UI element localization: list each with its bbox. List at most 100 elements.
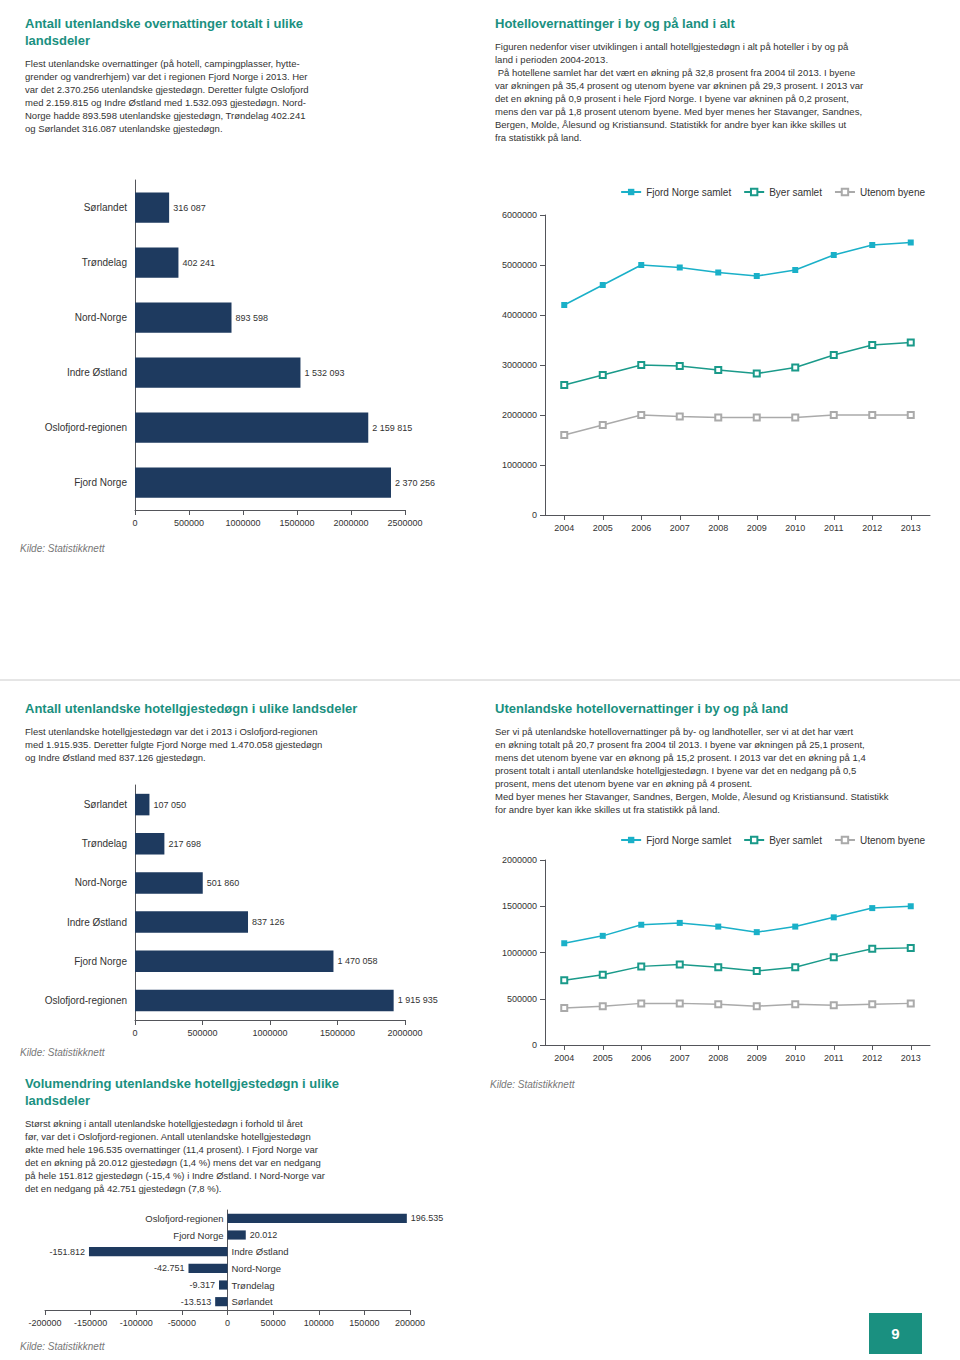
svg-text:det en økning på 0,9 prosent i: det en økning på 0,9 prosent i hele Fjor… <box>495 93 849 104</box>
svg-text:Volumendring utenlandske hotel: Volumendring utenlandske hotellgjestedøg… <box>25 1076 339 1091</box>
svg-text:Antall utenlandske overnatting: Antall utenlandske overnattinger totalt … <box>25 16 303 31</box>
svg-text:501 860: 501 860 <box>207 878 240 888</box>
svg-text:Flest utenlandske hotellgjeste: Flest utenlandske hotellgjestedøgn var d… <box>25 726 318 737</box>
svg-text:var økningen på 35,4 prosent o: var økningen på 35,4 prosent og utenom b… <box>495 80 863 91</box>
svg-text:1000000: 1000000 <box>225 518 260 528</box>
svg-text:Med byer menes her Stavanger,: Med byer menes her Stavanger, Sandnes, B… <box>495 791 889 802</box>
svg-text:Bergen, Molde, Ålesund og Kris: Bergen, Molde, Ålesund og Kristiansund. … <box>495 119 847 130</box>
svg-text:-13.513: -13.513 <box>181 1297 212 1307</box>
svg-text:2009: 2009 <box>747 523 767 533</box>
svg-text:0: 0 <box>132 518 137 528</box>
svg-text:Utenom byene: Utenom byene <box>860 187 925 198</box>
svg-text:893 598: 893 598 <box>236 313 269 323</box>
svg-text:196.535: 196.535 <box>411 1213 444 1223</box>
svg-text:2012: 2012 <box>862 523 882 533</box>
svg-text:-9.317: -9.317 <box>189 1280 215 1290</box>
svg-text:var det 2.370.256 utenlandske: var det 2.370.256 utenlandske gjestedøgn… <box>25 84 309 95</box>
svg-text:-50000: -50000 <box>168 1318 196 1328</box>
svg-text:-150000: -150000 <box>74 1318 107 1328</box>
svg-text:2009: 2009 <box>747 1053 767 1063</box>
svg-text:det en økning på 20.012 gjeste: det en økning på 20.012 gjestedøgn (1,4 … <box>25 1157 321 1168</box>
svg-text:-42.751: -42.751 <box>154 1263 185 1273</box>
svg-text:Oslofjord-regionen: Oslofjord-regionen <box>145 1213 223 1224</box>
svg-text:2010: 2010 <box>785 1053 805 1063</box>
svg-text:Byer samlet: Byer samlet <box>769 835 822 846</box>
svg-text:100000: 100000 <box>304 1318 334 1328</box>
svg-text:5000000: 5000000 <box>502 260 537 270</box>
svg-text:-100000: -100000 <box>120 1318 153 1328</box>
svg-text:500000: 500000 <box>174 518 204 528</box>
svg-text:Indre Østland: Indre Østland <box>67 367 127 378</box>
svg-text:På hotellene samlet har det væ: På hotellene samlet har det vært en økni… <box>495 67 855 78</box>
svg-text:2008: 2008 <box>708 1053 728 1063</box>
svg-text:2005: 2005 <box>593 523 613 533</box>
svg-text:Trøndelag: Trøndelag <box>82 257 127 268</box>
svg-text:Kilde: Statistikknett: Kilde: Statistikknett <box>20 543 106 554</box>
svg-text:1500000: 1500000 <box>320 1028 355 1038</box>
svg-text:Fjord Norge: Fjord Norge <box>74 477 127 488</box>
svg-text:-200000: -200000 <box>28 1318 61 1328</box>
svg-text:2011: 2011 <box>824 523 843 533</box>
svg-text:mens det utenom byene var en ø: mens det utenom byene var en øknong på 1… <box>495 752 866 763</box>
svg-text:Nord-Norge: Nord-Norge <box>75 877 128 888</box>
svg-text:Oslofjord-regionen: Oslofjord-regionen <box>45 422 127 433</box>
svg-text:0: 0 <box>532 1040 537 1050</box>
svg-text:Indre Østland: Indre Østland <box>232 1246 289 1257</box>
svg-text:på hele 151.812 gjestedøgn (-1: på hele 151.812 gjestedøgn (-15,4 %) i I… <box>25 1170 325 1181</box>
svg-text:2011: 2011 <box>824 1053 843 1063</box>
svg-text:Trøndelag: Trøndelag <box>82 838 127 849</box>
svg-text:1000000: 1000000 <box>502 948 537 958</box>
svg-text:før, var det i Oslofjord-regio: før, var det i Oslofjord-regionen. Antal… <box>25 1131 311 1142</box>
svg-text:Trøndelag: Trøndelag <box>232 1280 275 1291</box>
svg-text:mens den var på 1,8 prosent ut: mens den var på 1,8 prosent utenom byene… <box>495 106 862 117</box>
svg-text:økte med hele 196.535 overnatt: økte med hele 196.535 overnattinger (11,… <box>25 1144 318 1155</box>
svg-text:1 915 935: 1 915 935 <box>398 995 438 1005</box>
svg-text:2000000: 2000000 <box>387 1028 422 1038</box>
svg-text:2000000: 2000000 <box>333 518 368 528</box>
svg-text:land i perioden 2004-2013.: land i perioden 2004-2013. <box>495 54 608 65</box>
svg-text:Nord-Norge: Nord-Norge <box>232 1263 282 1274</box>
svg-text:0: 0 <box>132 1028 137 1038</box>
svg-text:2007: 2007 <box>670 523 690 533</box>
svg-text:Kilde: Statistikknett: Kilde: Statistikknett <box>20 1341 106 1352</box>
svg-text:Antall utenlandske hotellgjest: Antall utenlandske hotellgjestedøgn i ul… <box>25 701 357 716</box>
svg-text:for andre byer kan ikke skille: for andre byer kan ikke skilles ut fra s… <box>495 804 720 815</box>
svg-text:1500000: 1500000 <box>502 901 537 911</box>
svg-text:Nord-Norge: Nord-Norge <box>75 312 128 323</box>
svg-text:2000000: 2000000 <box>502 410 537 420</box>
svg-text:Fjord Norge: Fjord Norge <box>173 1230 223 1241</box>
svg-text:316 087: 316 087 <box>173 203 206 213</box>
svg-text:1000000: 1000000 <box>502 460 537 470</box>
svg-text:Sørlandet: Sørlandet <box>84 799 128 810</box>
svg-text:Kilde: Statistikknett: Kilde: Statistikknett <box>20 1047 106 1058</box>
svg-text:500000: 500000 <box>187 1028 217 1038</box>
svg-text:en økning totalt på 20,7 prose: en økning totalt på 20,7 prosent fra 200… <box>495 739 865 750</box>
svg-text:2006: 2006 <box>631 523 651 533</box>
svg-text:Flest utenlandske overnattinge: Flest utenlandske overnattinger (på hote… <box>25 58 300 69</box>
svg-text:107 050: 107 050 <box>153 800 186 810</box>
svg-text:Kilde: Statistikknett: Kilde: Statistikknett <box>490 1079 576 1090</box>
svg-text:3000000: 3000000 <box>502 360 537 370</box>
svg-text:500000: 500000 <box>507 994 537 1004</box>
svg-text:837 126: 837 126 <box>252 917 285 927</box>
svg-text:200000: 200000 <box>395 1318 425 1328</box>
svg-text:Fjord Norge: Fjord Norge <box>74 956 127 967</box>
svg-text:prosent totalt i antall utenla: prosent totalt i antall utenlandske hote… <box>495 765 856 776</box>
svg-text:402 241: 402 241 <box>182 258 215 268</box>
svg-text:Figuren nedenfor viser utvikli: Figuren nedenfor viser utviklingen i ant… <box>495 41 849 52</box>
svg-text:2005: 2005 <box>593 1053 613 1063</box>
svg-text:med 1.915.935. Deretter fulgte: med 1.915.935. Deretter fulgte Fjord Nor… <box>25 739 322 750</box>
svg-text:Indre Østland: Indre Østland <box>67 917 127 928</box>
svg-text:-151.812: -151.812 <box>49 1247 85 1257</box>
svg-text:4000000: 4000000 <box>502 310 537 320</box>
svg-text:grender og vandrerhjem) var de: grender og vandrerhjem) var det i region… <box>25 71 308 82</box>
svg-text:Ser vi på utenlandske hotellov: Ser vi på utenlandske hotellovernattinge… <box>495 726 853 737</box>
svg-text:0: 0 <box>225 1318 230 1328</box>
svg-text:prosent, mens det utenom byene: prosent, mens det utenom byene var en øk… <box>495 778 752 789</box>
svg-text:landsdeler: landsdeler <box>25 1093 90 1108</box>
svg-text:2006: 2006 <box>631 1053 651 1063</box>
svg-text:Utenlandske hotellovernattinge: Utenlandske hotellovernattinger i by og … <box>495 701 788 716</box>
svg-text:50000: 50000 <box>261 1318 286 1328</box>
svg-text:1 470 058: 1 470 058 <box>337 956 377 966</box>
svg-text:2004: 2004 <box>554 523 574 533</box>
